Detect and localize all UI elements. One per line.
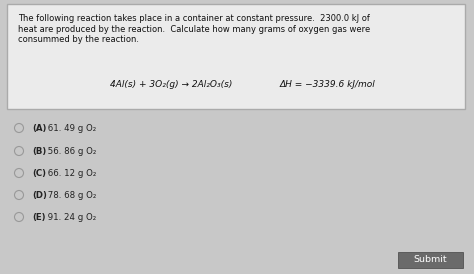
Text: 61. 49 g O₂: 61. 49 g O₂ xyxy=(45,124,96,133)
FancyBboxPatch shape xyxy=(398,252,463,268)
Text: The following reaction takes place in a container at constant pressure.  2300.0 : The following reaction takes place in a … xyxy=(18,14,370,23)
Circle shape xyxy=(15,147,24,156)
Circle shape xyxy=(15,213,24,221)
Text: (A): (A) xyxy=(32,124,46,133)
Text: (C): (C) xyxy=(32,169,46,178)
Text: ΔH = −3339.6 kJ/mol: ΔH = −3339.6 kJ/mol xyxy=(280,80,376,89)
Text: (D): (D) xyxy=(32,191,47,200)
Text: (E): (E) xyxy=(32,213,46,222)
Text: consummed by the reaction.: consummed by the reaction. xyxy=(18,35,139,44)
Text: heat are produced by the reaction.  Calculate how many grams of oxygen gas were: heat are produced by the reaction. Calcu… xyxy=(18,24,370,33)
Text: 66. 12 g O₂: 66. 12 g O₂ xyxy=(45,169,96,178)
Circle shape xyxy=(15,124,24,133)
Text: Submit: Submit xyxy=(414,255,447,264)
Circle shape xyxy=(15,190,24,199)
Text: 78. 68 g O₂: 78. 68 g O₂ xyxy=(45,191,96,200)
Text: (B): (B) xyxy=(32,147,46,156)
Circle shape xyxy=(15,169,24,178)
FancyBboxPatch shape xyxy=(7,4,465,109)
Text: 91. 24 g O₂: 91. 24 g O₂ xyxy=(45,213,96,222)
Text: 4Al(s) + 3O₂(g) → 2Al₂O₃(s): 4Al(s) + 3O₂(g) → 2Al₂O₃(s) xyxy=(110,80,232,89)
Text: 56. 86 g O₂: 56. 86 g O₂ xyxy=(45,147,96,156)
